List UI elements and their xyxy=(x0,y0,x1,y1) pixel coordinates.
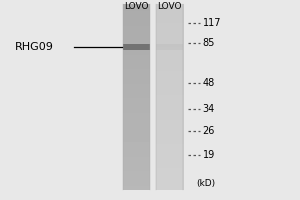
Text: RHG09: RHG09 xyxy=(15,42,54,52)
Bar xyxy=(156,44,183,50)
Text: 85: 85 xyxy=(202,38,215,48)
Text: 19: 19 xyxy=(202,150,215,160)
Text: 26: 26 xyxy=(202,126,215,136)
Bar xyxy=(123,44,150,50)
Text: LOVO: LOVO xyxy=(157,2,182,11)
Text: (kD): (kD) xyxy=(196,179,216,188)
Text: 34: 34 xyxy=(202,104,215,114)
Text: LOVO: LOVO xyxy=(124,2,149,11)
Text: 48: 48 xyxy=(202,78,215,88)
Text: 117: 117 xyxy=(202,18,221,28)
